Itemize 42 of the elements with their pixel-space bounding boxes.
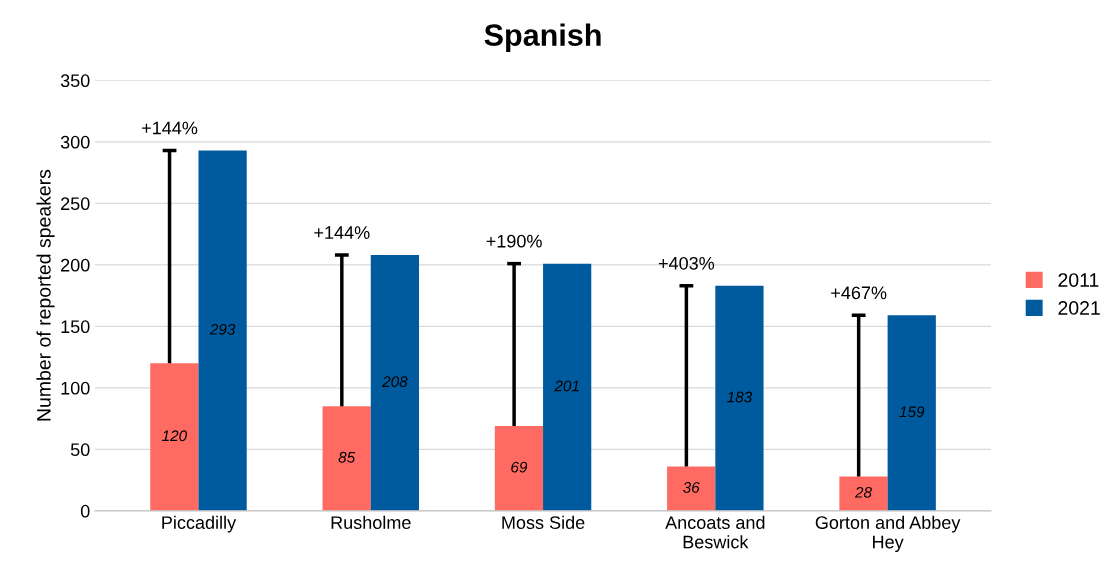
y-tick-label: 50 [70, 443, 90, 457]
annotation: +467% [831, 286, 887, 300]
legend-label: 2011 [1058, 273, 1099, 287]
y-tick-label: 300 [60, 135, 90, 149]
x-tick-label: Ancoats and Beswick [665, 515, 765, 549]
data-label: 28 [854, 486, 872, 498]
y-tick-label: 150 [61, 320, 90, 334]
y-tick-label: 350 [60, 74, 90, 88]
x-tick-label: Moss Side [502, 515, 585, 529]
data-label: 120 [162, 430, 187, 442]
bar [887, 315, 936, 511]
legend-label: 2021 [1058, 301, 1100, 315]
y-tick-label: 100 [61, 381, 90, 395]
data-label: 293 [209, 323, 236, 335]
bar [543, 263, 592, 511]
annotation: +144% [314, 226, 370, 239]
bar [370, 255, 419, 511]
bar [322, 406, 371, 511]
data-label: 69 [511, 461, 528, 473]
annotation: +144% [142, 121, 198, 135]
y-tick-label: 0 [80, 504, 90, 518]
bar [150, 363, 199, 511]
data-label: 208 [382, 376, 408, 388]
x-tick-label: Rusholme [331, 515, 411, 529]
chart-title: Spanish [484, 23, 601, 52]
annotation: +403% [658, 256, 715, 270]
data-label: 183 [727, 391, 753, 403]
y-tick-label: 250 [61, 197, 90, 211]
bar [667, 466, 716, 511]
annotation: +190% [486, 234, 542, 248]
data-label: 159 [899, 406, 925, 418]
data-label: 36 [683, 482, 700, 493]
data-label: 85 [338, 451, 356, 463]
y-tick-label: 200 [61, 258, 90, 272]
x-tick-label: Piccadilly [162, 515, 237, 533]
x-tick-label: Gorton and Abbey Hey [815, 515, 961, 552]
bar [715, 285, 764, 511]
bar [198, 150, 247, 511]
bar [494, 425, 544, 511]
data-label: 201 [554, 380, 579, 392]
y-axis-title: Number of reported speakers [36, 169, 55, 421]
bar [839, 476, 888, 511]
